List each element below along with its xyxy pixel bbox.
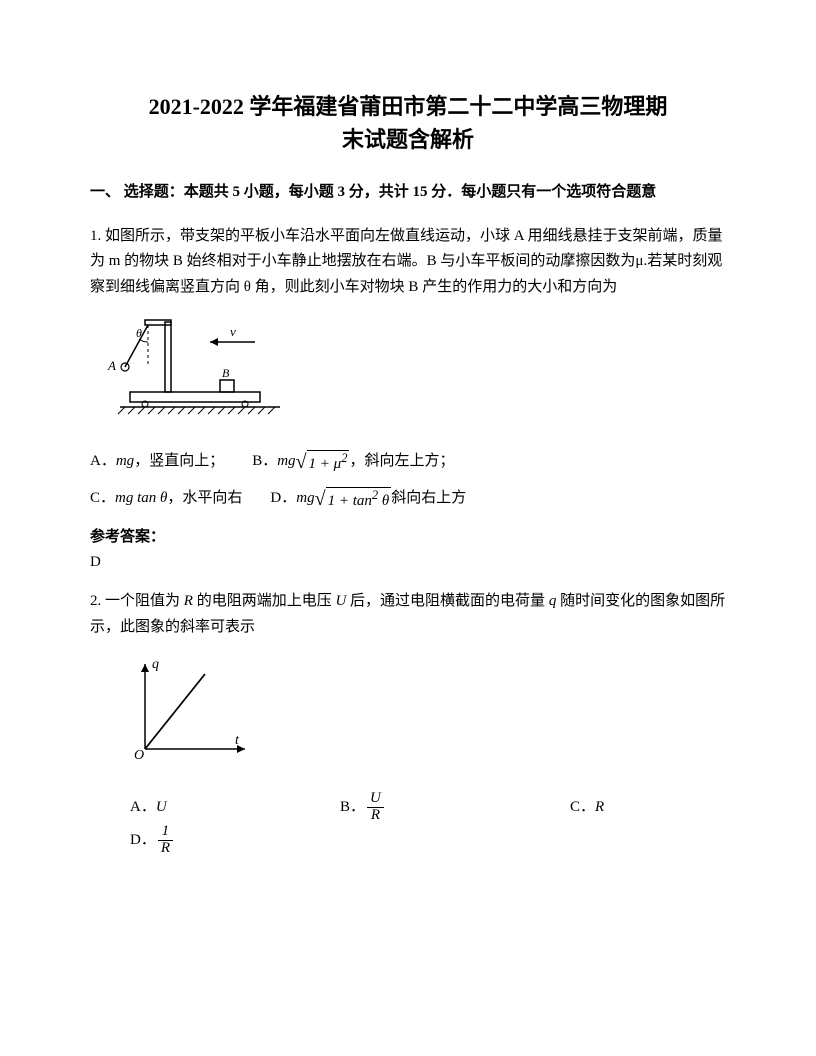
q2-optC-val: R xyxy=(595,799,604,815)
q2-optA-val: U xyxy=(156,799,167,815)
q1-answer-label: 参考答案： xyxy=(90,525,726,546)
cart-diagram-svg: θ A B v xyxy=(90,312,290,422)
q2-options: A．U B．UR C．R D．1R xyxy=(90,791,726,857)
optA-math: mg xyxy=(116,445,134,478)
q2-optB-den: R xyxy=(367,808,384,824)
q1-options-row-1: A． mg ，竖直向上； B． mg√1 + μ2 ，斜向左上方； xyxy=(90,445,726,478)
title-line-1: 2021-2022 学年福建省莆田市第二十二中学高三物理期 xyxy=(149,94,668,119)
t-axis-label: t xyxy=(235,733,240,748)
q2-optD-den: R xyxy=(158,841,173,857)
q2-option-b: B．UR xyxy=(340,791,570,824)
q1-text: 如图所示，带支架的平板小车沿水平面向左做直线运动，小球 A 用细线悬挂于支架前端… xyxy=(90,228,723,295)
velocity-label: v xyxy=(230,324,236,339)
q2-option-a: A．U xyxy=(90,791,340,824)
q1-option-c: C． mg tan θ ，水平向右 xyxy=(90,482,242,515)
q1-option-d: D． mg√1 + tan2 θ 斜向右上方 xyxy=(270,482,466,515)
q1-option-b: B． mg√1 + μ2 ，斜向左上方； xyxy=(252,445,454,478)
optD-radicand: 1 + tan xyxy=(328,493,372,509)
q2-figure: q t O xyxy=(120,654,726,769)
q1-figure: θ A B v xyxy=(90,312,726,427)
optA-suffix: ，竖直向上； xyxy=(134,445,224,478)
optD-prefix: D． xyxy=(270,482,296,515)
q2-optD-frac: 1R xyxy=(158,824,173,857)
q2-options-row-2: D．1R xyxy=(90,824,726,857)
optA-prefix: A． xyxy=(90,445,116,478)
optD-suffix: 斜向右上方 xyxy=(391,482,466,515)
ball-a-label: A xyxy=(107,358,116,373)
q2-U: U xyxy=(335,593,346,609)
q2-option-d: D．1R xyxy=(130,824,175,857)
title-line-2: 末试题含解析 xyxy=(342,127,474,152)
optB-suffix: ，斜向左上方； xyxy=(349,445,454,478)
theta-label: θ xyxy=(136,326,142,340)
exam-page: 2021-2022 学年福建省莆田市第二十二中学高三物理期 末试题含解析 一、 … xyxy=(0,0,816,1056)
origin-label: O xyxy=(134,748,144,763)
optC-suffix: ，水平向右 xyxy=(167,482,242,515)
q2-optB-num: U xyxy=(367,791,384,808)
q1-options-row-2: C． mg tan θ ，水平向右 D． mg√1 + tan2 θ 斜向右上方 xyxy=(90,482,726,515)
q2-optB-frac: UR xyxy=(367,791,384,824)
optD-math: mg√1 + tan2 θ xyxy=(296,482,391,515)
optB-math: mg√1 + μ2 xyxy=(277,445,349,478)
q1-option-a: A． mg ，竖直向上； xyxy=(90,445,224,478)
q2-optC-prefix: C． xyxy=(570,799,595,815)
optB-sup: 2 xyxy=(341,451,347,465)
q-axis-label: q xyxy=(152,657,159,672)
optD-mg: mg xyxy=(296,490,314,506)
q2-option-c: C．R xyxy=(570,791,720,824)
optB-mg: mg xyxy=(277,453,295,469)
optD-tail: θ xyxy=(378,493,389,509)
optB-prefix: B． xyxy=(252,445,277,478)
optC-prefix: C． xyxy=(90,482,115,515)
q2-R: R xyxy=(184,593,193,609)
q2-t1: 一个阻值为 xyxy=(105,593,184,609)
question-2: 2. 一个阻值为 R 的电阻两端加上电压 U 后，通过电阻横截面的电荷量 q 随… xyxy=(90,589,726,640)
q2-optA-prefix: A． xyxy=(130,799,156,815)
q2-optB-prefix: B． xyxy=(340,799,365,815)
q2-t2: 的电阻两端加上电压 xyxy=(193,593,336,609)
optC-math: mg tan θ xyxy=(115,482,167,515)
page-title: 2021-2022 学年福建省莆田市第二十二中学高三物理期 末试题含解析 xyxy=(90,90,726,156)
section-1-heading: 一、 选择题：本题共 5 小题，每小题 3 分，共计 15 分．每小题只有一个选… xyxy=(90,180,726,206)
q2-optD-prefix: D． xyxy=(130,832,156,848)
block-b-label: B xyxy=(222,366,230,380)
question-1: 1. 如图所示，带支架的平板小车沿水平面向左做直线运动，小球 A 用细线悬挂于支… xyxy=(90,224,726,301)
q1-number: 1. xyxy=(90,228,105,244)
qt-graph-svg: q t O xyxy=(120,654,260,764)
q2-t3: 后，通过电阻横截面的电荷量 xyxy=(346,593,549,609)
q2-number: 2. xyxy=(90,593,105,609)
q2-options-row-1: A．U B．UR C．R xyxy=(90,791,726,824)
optB-radicand: 1 + μ xyxy=(309,456,342,472)
q1-answer: D xyxy=(90,554,726,571)
q2-optD-num: 1 xyxy=(158,824,173,841)
